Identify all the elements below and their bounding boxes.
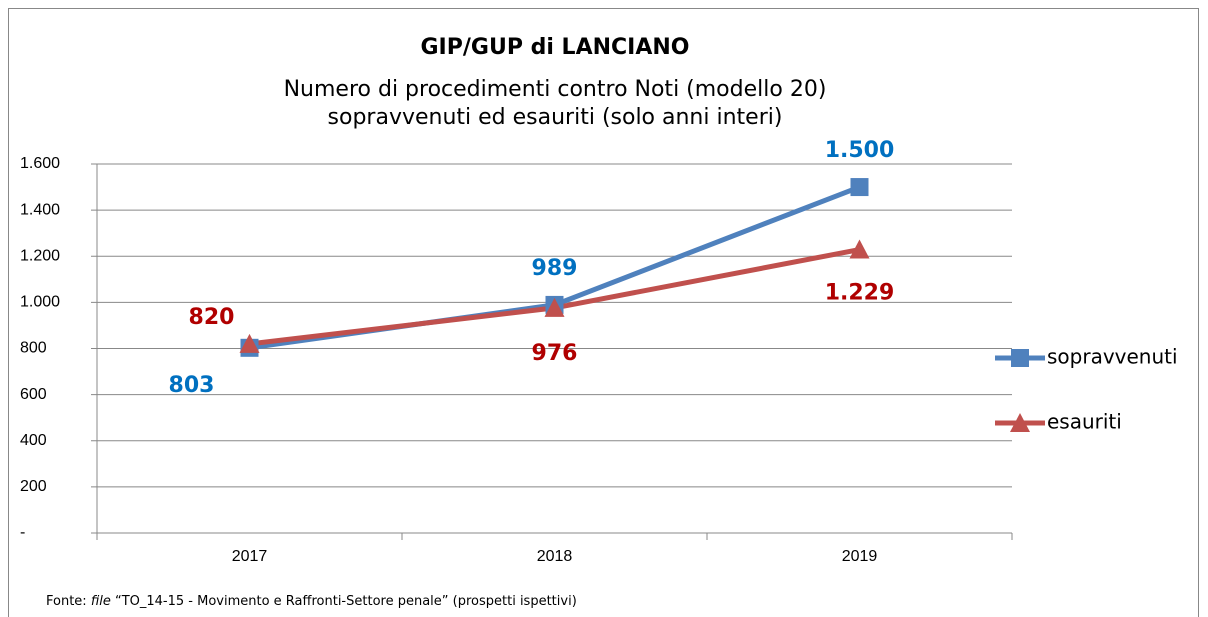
y-tick-label: - (20, 524, 25, 541)
y-tick-label: 600 (20, 386, 47, 403)
legend-marker (1011, 349, 1029, 367)
y-tick-label: 1.000 (20, 294, 60, 311)
source-note: Fonte: file “TO_14-15 - Movimento e Raff… (46, 594, 577, 609)
x-tick-label: 2019 (842, 548, 878, 565)
source-prefix: Fonte: (46, 594, 91, 609)
y-tick-label: 400 (20, 432, 47, 449)
legend-label: esauriti (1047, 410, 1122, 434)
legend-marker (1010, 413, 1030, 432)
marker (849, 239, 870, 259)
source-rest: “TO_14-15 - Movimento e Raffronti-Settor… (111, 594, 577, 609)
x-tick-label: 2017 (232, 548, 268, 565)
value-label: 803 (169, 373, 215, 398)
value-label: 1.500 (825, 138, 895, 163)
y-tick-label: 1.400 (20, 201, 60, 218)
chart-subtitle: Numero di procedimenti contro Noti (mode… (284, 77, 827, 102)
chart-subtitle: sopravvenuti ed esauriti (solo anni inte… (328, 105, 783, 130)
y-tick-label: 1.200 (20, 247, 60, 264)
value-label: 820 (189, 305, 235, 330)
value-label: 976 (532, 341, 578, 366)
source-em: file (91, 594, 111, 609)
marker (239, 333, 260, 353)
marker (544, 297, 565, 317)
chart-frame (8, 8, 1199, 617)
value-label: 1.229 (825, 281, 895, 306)
marker (850, 178, 869, 197)
legend-label: sopravvenuti (1047, 345, 1178, 369)
y-tick-label: 200 (20, 478, 47, 495)
y-tick-label: 800 (20, 340, 47, 357)
x-tick-label: 2018 (537, 548, 573, 565)
value-label: 989 (532, 256, 578, 281)
chart-title: GIP/GUP di LANCIANO (421, 35, 690, 60)
y-tick-label: 1.600 (20, 155, 60, 172)
